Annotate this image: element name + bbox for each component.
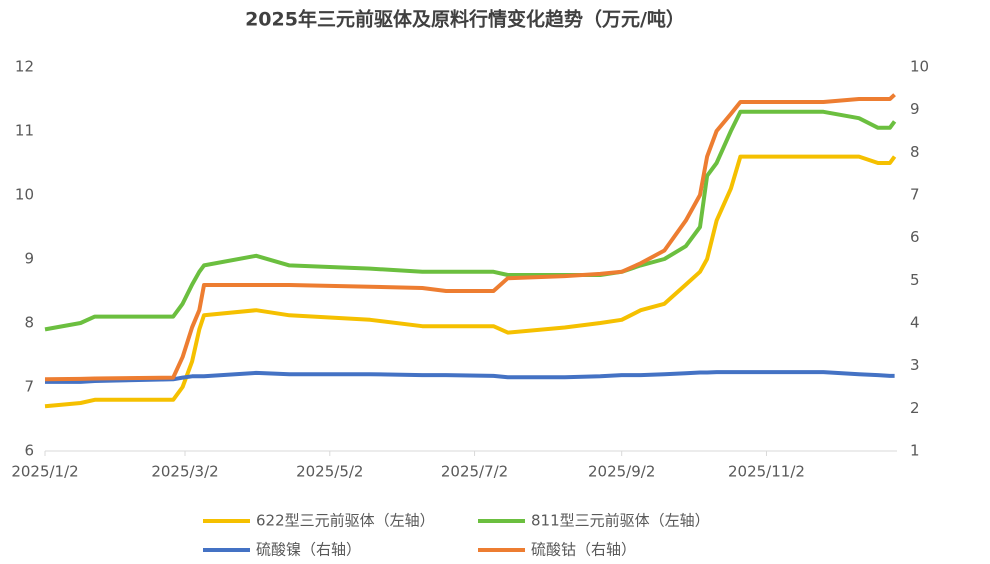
y2-tick-label: 10 (910, 58, 929, 76)
x-tick-label: 2025/3/2 (151, 463, 218, 481)
series-line (44, 93, 896, 382)
y-tick-label: 9 (24, 250, 34, 268)
y-tick-label: 11 (15, 122, 34, 140)
legend-label: 硫酸镍（右轴） (256, 541, 361, 559)
x-tick-label: 2025/1/2 (11, 463, 78, 481)
series-line (45, 370, 895, 384)
x-tick-label: 2025/7/2 (441, 463, 508, 481)
y2-tick-label: 4 (910, 314, 920, 332)
y2-tick-label: 2 (910, 399, 920, 417)
y-tick-label: 8 (24, 314, 34, 332)
chart-title: 2025年三元前驱体及原料行情变化趋势（万元/吨） (245, 8, 685, 31)
x-tick-label: 2025/11/2 (728, 463, 805, 481)
x-tick-label: 2025/5/2 (296, 463, 363, 481)
y2-tick-label: 7 (910, 186, 920, 204)
legend-label: 622型三元前驱体（左轴） (256, 512, 435, 530)
y2-tick-label: 3 (910, 356, 920, 374)
x-tick-label: 2025/9/2 (588, 463, 655, 481)
legend-label: 硫酸钴（右轴） (531, 541, 636, 559)
y-tick-label: 12 (15, 58, 34, 76)
series-line (44, 109, 897, 332)
series-line (44, 154, 897, 409)
y-tick-label: 6 (24, 442, 34, 460)
y2-tick-label: 8 (910, 143, 920, 161)
y-tick-label: 10 (15, 186, 34, 204)
legend-label: 811型三元前驱体（左轴） (531, 512, 710, 530)
y2-tick-label: 1 (910, 442, 920, 460)
y-tick-label: 7 (24, 378, 34, 396)
y2-tick-label: 5 (910, 271, 920, 289)
y2-tick-label: 6 (910, 228, 920, 246)
y2-tick-label: 9 (910, 100, 920, 118)
